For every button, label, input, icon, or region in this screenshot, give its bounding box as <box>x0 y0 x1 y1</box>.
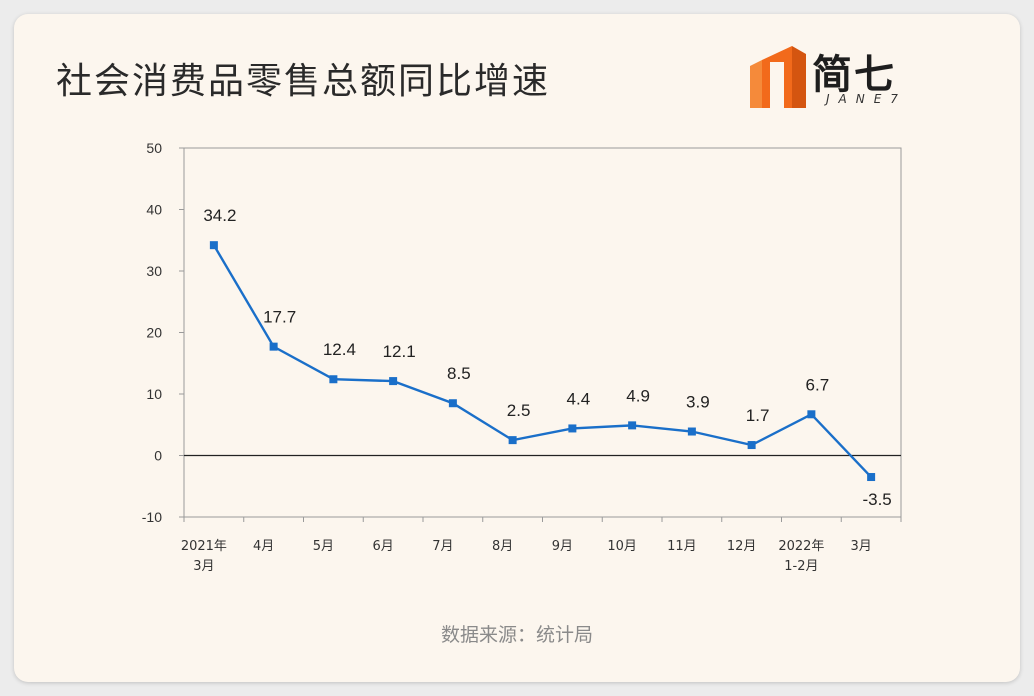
series-line <box>212 244 872 478</box>
data-label: 2.5 <box>507 401 531 420</box>
x-tick-label: 1-2月 <box>784 559 818 574</box>
data-point <box>448 399 457 408</box>
data-point <box>807 410 816 419</box>
x-tick-label: 2022年 <box>778 539 824 554</box>
data-label: 3.9 <box>686 393 710 412</box>
data-point <box>508 436 517 445</box>
data-label: 17.7 <box>263 308 296 327</box>
y-tick-label: 20 <box>146 325 162 341</box>
data-point <box>867 473 876 482</box>
page-title: 社会消费品零售总额同比增速 <box>56 61 551 102</box>
y-tick-label: 50 <box>146 140 162 156</box>
data-point <box>269 342 278 351</box>
data-point <box>687 427 696 436</box>
data-label: 6.7 <box>806 375 830 394</box>
x-tick-label: 12月 <box>727 539 757 554</box>
x-tick-label: 5月 <box>313 539 334 554</box>
plot-area-frame <box>183 147 902 518</box>
x-tick-label: 10月 <box>607 539 637 554</box>
data-point <box>568 424 577 433</box>
x-tick-label: 2021年 <box>181 539 227 554</box>
data-label: 8.5 <box>447 364 471 383</box>
logo-subtext: JANE7 <box>826 92 907 106</box>
data-point <box>329 375 338 384</box>
data-label: 4.4 <box>567 389 591 408</box>
x-tick-label: 8月 <box>492 539 513 554</box>
y-tick-label: 10 <box>146 386 162 402</box>
data-point <box>209 241 218 250</box>
x-tick-label: 3月 <box>193 559 214 574</box>
logo-mark-icon <box>750 46 806 108</box>
data-label: 34.2 <box>203 206 236 225</box>
data-point <box>628 421 637 430</box>
data-point <box>389 377 398 386</box>
x-tick-label: 11月 <box>667 539 697 554</box>
y-tick-label: -10 <box>142 509 162 525</box>
x-tick-label: 4月 <box>253 539 274 554</box>
logo-text: 简七 <box>812 52 896 98</box>
y-tick-label: 30 <box>146 263 162 279</box>
data-source: 数据来源：统计局 <box>440 624 593 646</box>
x-tick-label: 7月 <box>432 539 453 554</box>
x-tick-label: 6月 <box>372 539 393 554</box>
data-label: 12.4 <box>323 340 356 359</box>
x-tick-label: 3月 <box>850 539 871 554</box>
y-tick-label: 40 <box>146 202 162 218</box>
x-tick-label: 9月 <box>552 539 573 554</box>
data-point <box>747 441 756 450</box>
data-label: -3.5 <box>862 490 891 509</box>
data-label: 12.1 <box>383 342 416 361</box>
y-tick-label: 0 <box>154 448 162 464</box>
data-label: 4.9 <box>626 386 650 405</box>
chart-card <box>14 14 1020 682</box>
data-label: 1.7 <box>746 406 770 425</box>
brand-logo: 简七 JANE7 <box>744 40 934 120</box>
